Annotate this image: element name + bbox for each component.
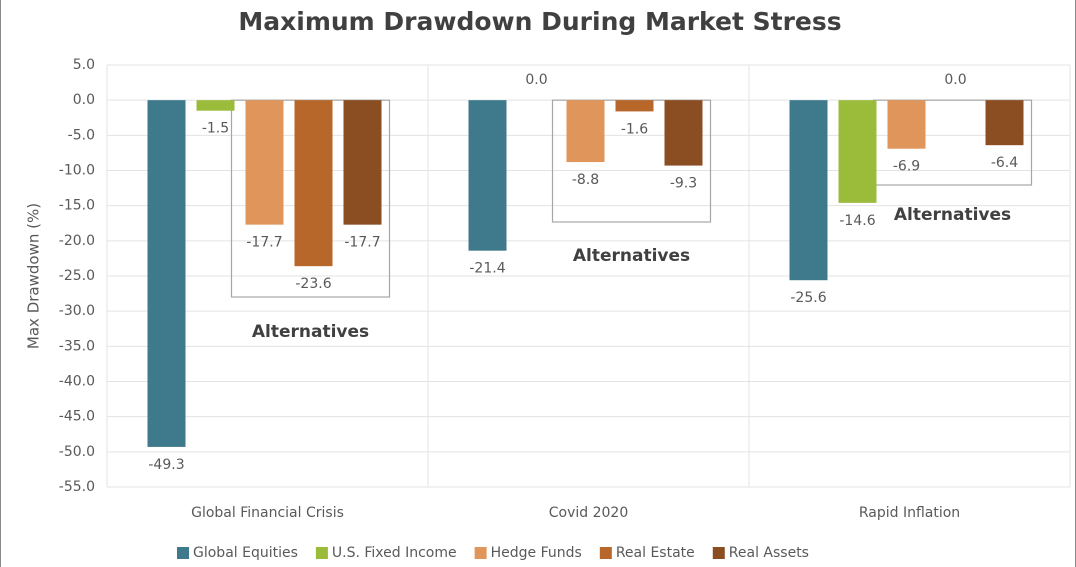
y-tick-label: -45.0 — [59, 409, 95, 425]
legend-swatch — [474, 547, 487, 559]
legend-label: Real Assets — [729, 545, 809, 561]
y-tick-label: -55.0 — [59, 479, 95, 495]
bar — [294, 100, 333, 267]
y-axis-label: Max Drawdown (%) — [25, 203, 43, 349]
bar — [838, 100, 877, 203]
y-tick-label: -20.0 — [59, 233, 95, 249]
bar — [985, 100, 1024, 146]
value-label: 0.0 — [944, 72, 966, 88]
legend-swatch — [315, 547, 328, 559]
value-label: -1.5 — [202, 121, 229, 137]
y-tick-label: -50.0 — [59, 444, 95, 460]
y-tick-label: -25.0 — [59, 268, 95, 284]
annotation: Alternatives — [252, 322, 369, 342]
chart-title: Maximum Drawdown During Market Stress — [238, 7, 841, 36]
value-label: -17.7 — [246, 235, 282, 251]
bar — [664, 100, 703, 166]
legend-label: U.S. Fixed Income — [332, 545, 457, 561]
bar — [566, 100, 605, 163]
y-tick-label: 0.0 — [73, 92, 95, 108]
x-tick-label: Rapid Inflation — [859, 505, 960, 521]
value-label: -49.3 — [148, 457, 184, 473]
y-tick-label: -15.0 — [59, 198, 95, 214]
value-label: -21.4 — [469, 261, 505, 277]
bar — [615, 100, 654, 112]
y-tick-label: -10.0 — [59, 163, 95, 179]
bar — [887, 100, 926, 149]
legend-label: Hedge Funds — [491, 545, 582, 561]
annotation: Alternatives — [894, 205, 1011, 225]
y-tick-label: -5.0 — [68, 127, 95, 143]
legend-swatch — [712, 547, 725, 559]
x-tick-label: Covid 2020 — [549, 505, 628, 521]
legend-label: Real Estate — [616, 545, 695, 561]
y-tick-label: -40.0 — [59, 374, 95, 390]
value-label: -8.8 — [572, 172, 599, 188]
x-tick-label: Global Financial Crisis — [191, 505, 344, 521]
legend-swatch — [599, 547, 612, 559]
value-label: -14.6 — [839, 213, 875, 229]
y-tick-label: -30.0 — [59, 303, 95, 319]
legend-label: Global Equities — [193, 545, 298, 561]
bar — [147, 100, 186, 447]
bar — [245, 100, 284, 225]
bar — [468, 100, 507, 251]
y-tick-label: -35.0 — [59, 338, 95, 354]
value-label: -6.4 — [991, 155, 1018, 171]
legend-swatch — [177, 547, 189, 559]
value-label: -6.9 — [893, 159, 920, 175]
y-tick-label: 5.0 — [73, 57, 95, 73]
value-label: -23.6 — [295, 276, 331, 292]
bar — [343, 100, 382, 225]
value-label: -1.6 — [621, 121, 648, 137]
bar — [789, 100, 828, 281]
value-label: 0.0 — [525, 72, 547, 88]
bar — [196, 100, 235, 111]
value-label: -9.3 — [670, 176, 697, 192]
value-label: -17.7 — [344, 235, 380, 251]
annotation: Alternatives — [573, 246, 690, 266]
value-label: -25.6 — [790, 290, 826, 306]
